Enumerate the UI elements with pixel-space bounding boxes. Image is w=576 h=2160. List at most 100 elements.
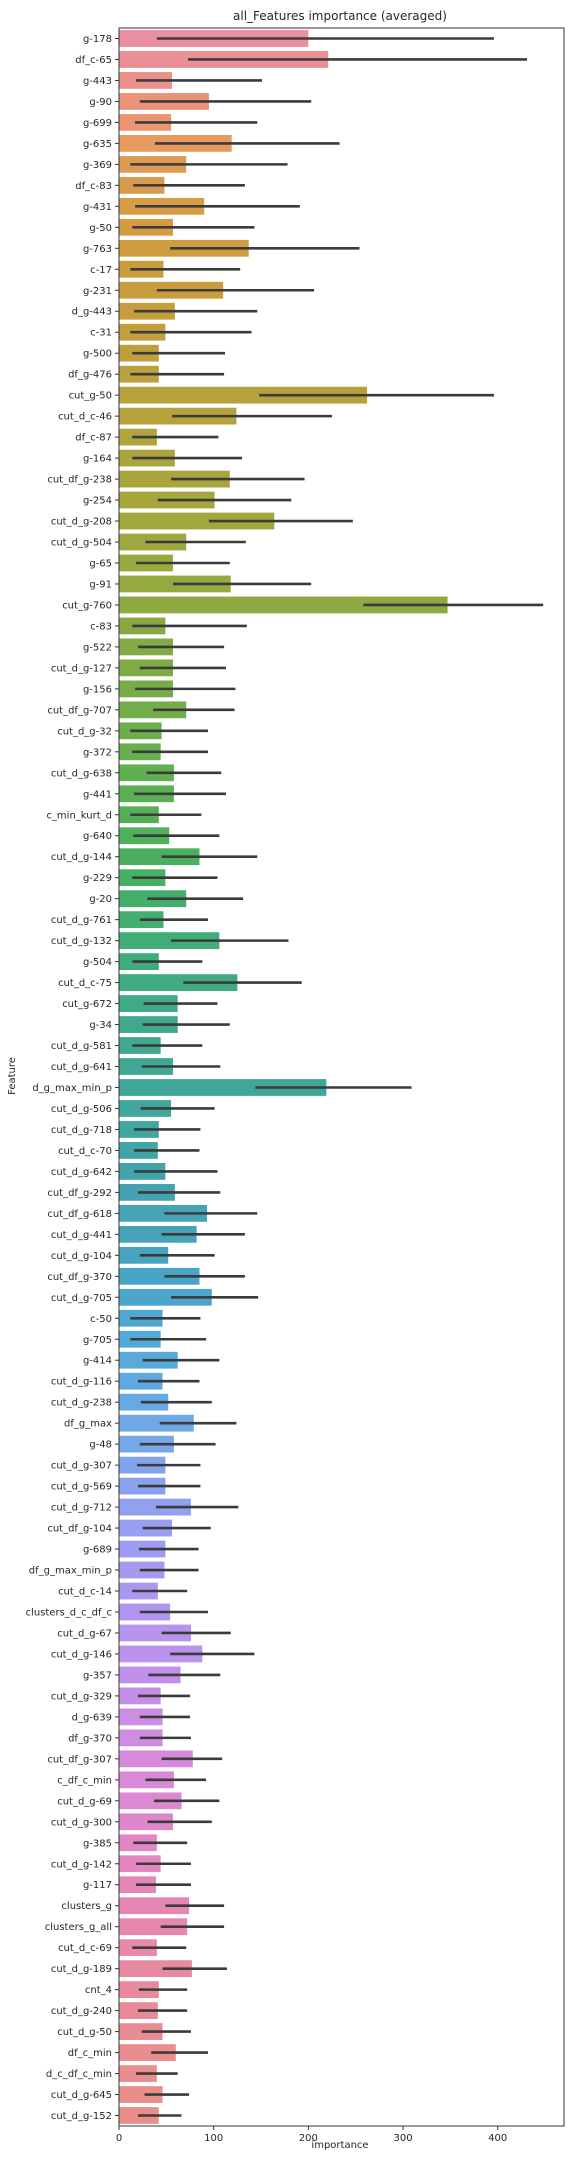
y-tick-label: cut_d_g-144 [51,852,112,863]
y-tick-label: g-369 [83,160,112,171]
bar-cut_df_g-370 [119,1267,200,1285]
y-tick-label: cut_d_g-116 [51,1377,112,1388]
y-tick-label: g-500 [83,349,112,360]
y-tick-label: cut_df_g-238 [47,475,112,486]
y-tick-label: g-178 [83,34,112,45]
y-tick-label: c_min_kurt_d [46,810,112,821]
y-tick-label: g-705 [83,1335,112,1346]
y-tick-label: cut_df_g-292 [47,1188,112,1199]
bar-cut_d_g-69 [119,1792,182,1810]
y-tick-label: cut_d_g-104 [51,1251,112,1262]
y-tick-label: c-17 [90,265,112,276]
bar-cut_df_g-618 [119,1204,208,1222]
y-tick-label: cut_d_g-142 [51,1859,112,1870]
y-tick-label: cut_d_g-67 [57,1628,112,1639]
y-tick-label: g-48 [89,1440,112,1451]
bar-cut_g-760 [119,596,448,614]
bar-cut_d_g-645 [119,2086,163,2103]
x-tick-label: 300 [393,2133,412,2144]
bar-cut_d_g-50 [119,2023,163,2040]
bar-df_g_max [119,1414,194,1432]
bar-cut_d_c-75 [119,974,238,991]
y-tick-label: g-635 [83,139,112,150]
x-tick-label: 200 [299,2133,318,2144]
y-tick-label: g-385 [83,1838,112,1849]
y-tick-label: g-763 [83,244,112,255]
y-tick-label: cut_d_g-712 [51,1503,112,1514]
y-tick-label: cut_d_g-50 [57,2027,112,2038]
y-tick-label: cut_d_g-504 [51,538,112,549]
bar-cut_d_g-300 [119,1813,173,1831]
bar-cut_d_g-441 [119,1225,197,1243]
y-tick-label: g-50 [89,223,112,234]
y-tick-label: g-443 [83,76,112,87]
y-tick-label: g-90 [89,97,112,108]
y-tick-label: clusters_d_c_df_c [26,1607,112,1618]
bars-layer [119,30,448,2124]
y-tick-label: cut_d_g-705 [51,1293,112,1304]
y-tick-label: g-357 [83,1670,112,1681]
y-tick-label: cut_d_g-32 [57,726,112,737]
y-tick-label: cut_d_g-645 [51,2090,112,2101]
bar-cut_d_g-189 [119,1960,192,1978]
bar-cut_d_g-146 [119,1645,203,1663]
y-tick-label: df_g_max [64,1419,112,1430]
bar-cut_d_g-67 [119,1624,191,1642]
y-tick-label: cut_d_g-132 [51,936,112,947]
y-tick-label: d_c_df_c_min [46,2069,112,2080]
error-bars-layer [130,37,544,2117]
y-tick-label: cut_d_g-300 [51,1817,112,1828]
bar-cut_d_g-132 [119,932,220,950]
y-tick-label: d_g_max_min_p [32,1083,112,1094]
y-tick-label: cut_g-760 [62,600,112,611]
y-tick-label: g-231 [83,286,112,297]
y-tick-label: g-164 [83,454,112,465]
y-tick-label: g-91 [89,579,112,590]
y-tick-label: c-50 [90,1314,112,1325]
y-tick-label: df_c_min [68,2048,112,2059]
y-tick-label: g-431 [83,202,112,213]
y-tick-label: g-229 [83,873,112,884]
y-tick-label: g-699 [83,118,112,129]
bar-cut_df_g-307 [119,1750,193,1768]
y-tick-label: cut_d_g-152 [51,2111,112,2122]
x-tick-label: 400 [488,2133,507,2144]
y-tick-label: cut_d_c-69 [58,1943,112,1954]
bar-clusters_g_all [119,1918,188,1936]
y-tick-label: df_c-87 [75,433,112,444]
y-tick-label: cut_d_c-14 [58,1587,112,1598]
y-tick-label: cut_d_g-638 [51,768,112,779]
bar-d_g_max_min_p [119,1079,327,1096]
bar-cut_df_g-707 [119,701,187,719]
y-tick-label: d_g-443 [72,307,112,318]
y-tick-label: g-504 [83,957,112,968]
y-tick-label: cnt_4 [85,1985,112,1996]
y-tick-label: c-83 [90,621,112,632]
y-tick-label: cut_g-50 [69,391,112,402]
y-tick-label: cut_d_g-189 [51,1964,112,1975]
y-tick-label: cut_d_g-506 [51,1104,112,1115]
y-tick-label: cut_d_g-238 [51,1398,112,1409]
y-tick-label: g-156 [83,684,112,695]
y-tick-label: cut_df_g-370 [47,1272,112,1283]
y-tick-label: cut_d_g-581 [51,1041,112,1052]
y-tick-label: cut_d_g-761 [51,915,112,926]
y-tick-label: df_c-65 [75,55,112,66]
y-tick-label: cut_d_g-718 [51,1125,112,1136]
x-tick-label: 100 [204,2133,223,2144]
y-tick-label: cut_df_g-307 [47,1754,112,1765]
y-tick-label: cut_d_g-146 [51,1649,112,1660]
y-tick-label: d_g-639 [72,1712,112,1723]
y-tick-label: g-372 [83,747,112,758]
y-tick-label: g-689 [83,1545,112,1556]
y-tick-label: cut_df_g-707 [47,705,112,716]
x-tick-label: 0 [116,2133,122,2144]
bar-cut_g-50 [119,386,368,404]
y-tick-label: df_g_max_min_p [29,1566,112,1577]
bar-df_c_min [119,2044,176,2061]
y-tick-label: cut_d_g-69 [57,1796,112,1807]
y-tick-label: cut_d_g-641 [51,1062,112,1073]
y-tick-label: c_df_c_min [57,1775,112,1786]
